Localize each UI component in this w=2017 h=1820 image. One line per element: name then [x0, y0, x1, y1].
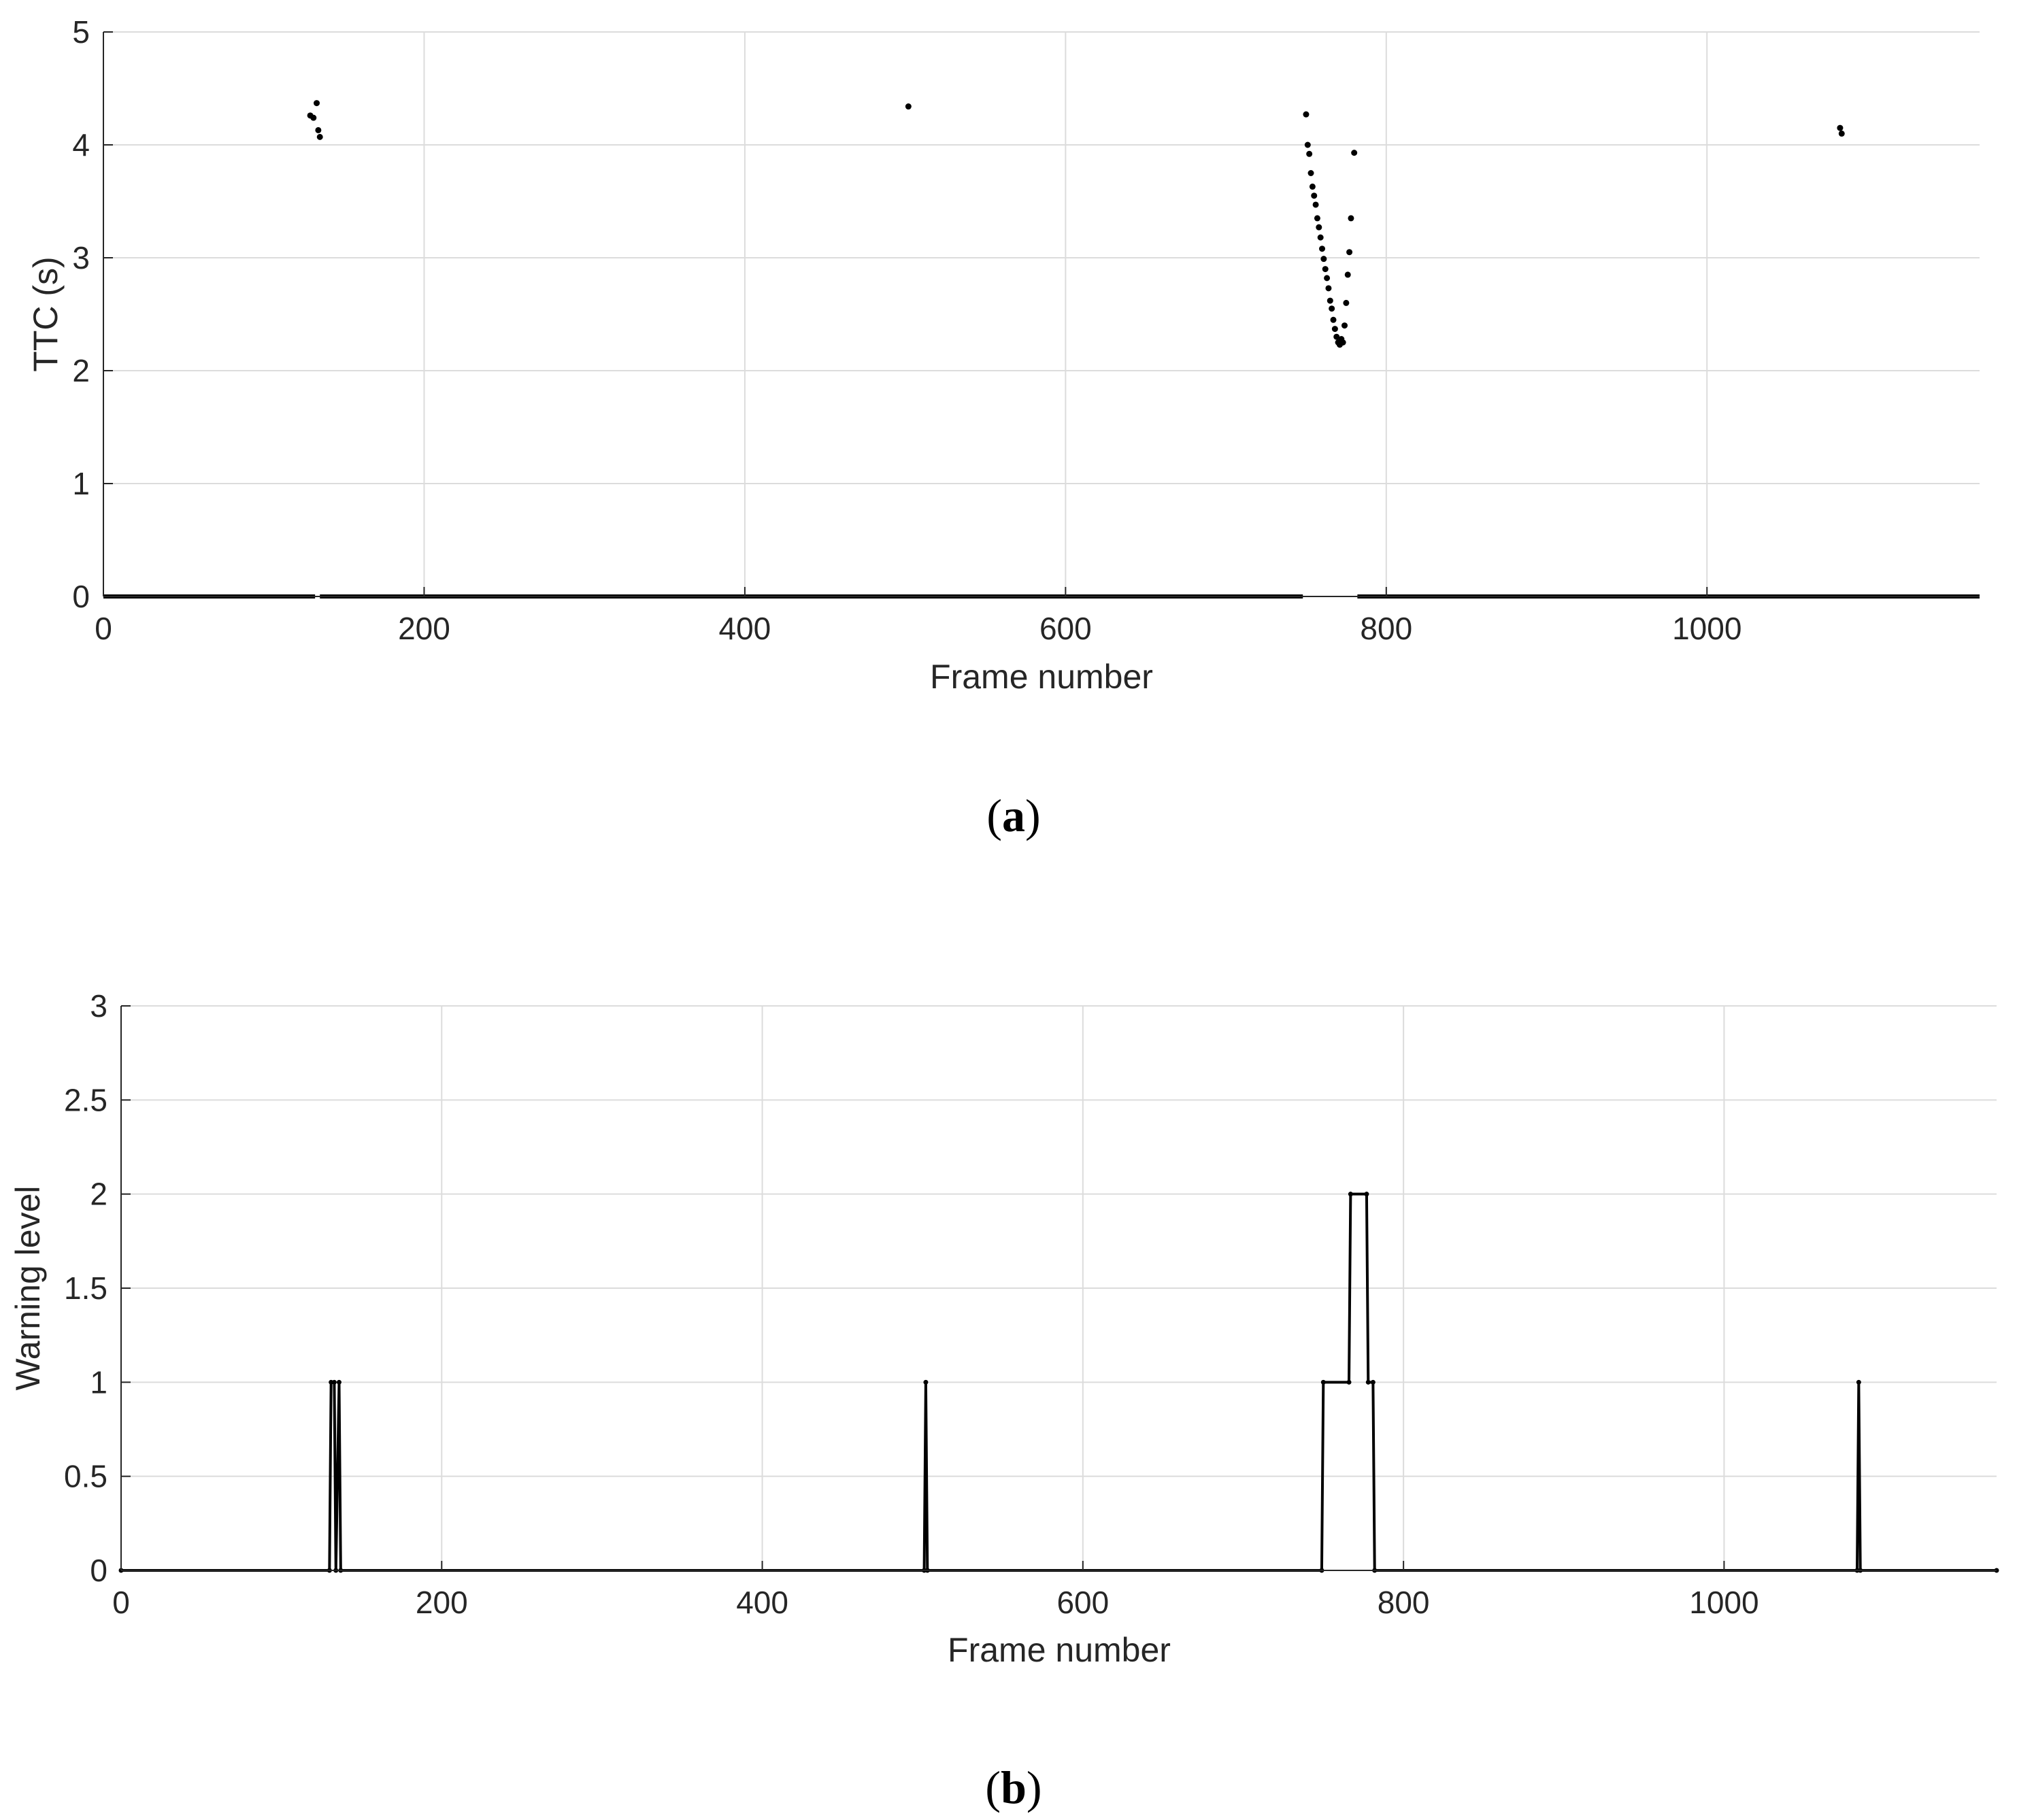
ttc-point	[1311, 192, 1318, 199]
ttc-point	[1303, 111, 1310, 118]
ttc-point	[1314, 215, 1320, 222]
warning-chart-x-tick-label: 0	[112, 1585, 130, 1620]
warning-chart-y-tick-label: 3	[90, 988, 107, 1024]
warning-chart: 0 200 400 600 800 1000 0 0.5 1 1.5 2 2.5 3 Frame num…	[9, 988, 1999, 1813]
ttc-chart-data	[103, 100, 1980, 599]
warning-level-point	[336, 1379, 341, 1385]
ttc-point	[1331, 326, 1338, 333]
warning-chart-y-axis-label: Warning level	[9, 1185, 47, 1390]
ttc-point	[1329, 305, 1335, 312]
ttc-chart-x-tick-label: 800	[1360, 611, 1412, 646]
ttc-chart-ticks: 0 200 400 600 800 1000 0 1 2 3 4 5	[72, 14, 1741, 646]
ttc-point	[1304, 141, 1311, 148]
warning-chart-y-tick-label: 2	[90, 1177, 107, 1212]
ttc-point	[1837, 124, 1844, 131]
warning-chart-x-tick-label: 600	[1056, 1585, 1109, 1620]
warning-chart-x-tick-label: 800	[1378, 1585, 1430, 1620]
ttc-chart-x-tick-label: 1000	[1672, 611, 1741, 646]
ttc-point	[1325, 285, 1332, 292]
ttc-point	[1346, 249, 1353, 256]
ttc-point	[1341, 322, 1348, 329]
warning-level-point	[1365, 1379, 1371, 1385]
ttc-chart-x-tick-label: 200	[398, 611, 450, 646]
ttc-point	[1348, 215, 1354, 222]
ttc-chart-x-tick-label: 400	[719, 611, 771, 646]
ttc-point	[314, 100, 320, 107]
warning-chart-grid	[121, 1005, 1997, 1570]
ttc-chart-y-tick-label: 2	[72, 353, 90, 388]
warning-chart-x-axis-label: Frame number	[948, 1631, 1171, 1669]
ttc-point	[1319, 246, 1326, 252]
warning-level-point	[1348, 1192, 1353, 1197]
ttc-point	[1838, 130, 1845, 137]
ttc-chart-y-tick-label: 4	[72, 127, 90, 163]
ttc-point	[905, 103, 912, 110]
warning-level-point	[331, 1379, 337, 1385]
ttc-point	[1309, 183, 1316, 190]
ttc-point	[1322, 266, 1329, 273]
ttc-chart-y-tick-label: 0	[72, 579, 90, 614]
ttc-point	[316, 133, 323, 140]
ttc-point	[1351, 150, 1358, 156]
warning-level-point	[1320, 1379, 1326, 1385]
panel-label-b: (b)	[985, 1762, 1041, 1813]
warning-level-point	[1346, 1379, 1352, 1385]
panel-label-b-letter: b	[1001, 1762, 1027, 1813]
ttc-point	[1306, 150, 1313, 157]
ttc-chart-y-tick-label: 3	[72, 240, 90, 275]
warning-chart-x-tick-label: 1000	[1689, 1585, 1758, 1620]
warning-level-point	[1370, 1379, 1376, 1385]
warning-chart-y-tick-label: 0	[90, 1553, 107, 1588]
ttc-point	[1327, 297, 1333, 304]
ttc-chart-x-tick-label: 0	[95, 611, 112, 646]
panel-label-a-letter: a	[1002, 790, 1025, 841]
warning-level-point	[1856, 1379, 1861, 1385]
warning-level-point	[1364, 1192, 1369, 1197]
ttc-chart-x-tick-label: 600	[1039, 611, 1092, 646]
ttc-point	[1312, 201, 1319, 208]
ttc-chart: 0 200 400 600 800 1000 0 1 2 3 4 5 Frame number TTC…	[27, 14, 1980, 841]
panel-label-a: (a)	[986, 790, 1040, 841]
ttc-point	[1344, 271, 1351, 278]
ttc-point	[1330, 316, 1337, 323]
ttc-chart-y-tick-label: 1	[72, 466, 90, 501]
ttc-point	[315, 127, 322, 133]
ttc-chart-y-axis-label: TTC (s)	[27, 256, 65, 371]
warning-chart-y-tick-label: 0.5	[64, 1459, 107, 1494]
warning-chart-ticks: 0 200 400 600 800 1000 0 0.5 1 1.5 2 2.5 3	[64, 988, 1759, 1620]
ttc-chart-x-axis-label: Frame number	[930, 658, 1153, 696]
warning-chart-y-tick-label: 1	[90, 1364, 107, 1400]
ttc-chart-y-tick-label: 5	[72, 14, 90, 50]
warning-chart-y-tick-label: 1.5	[64, 1270, 107, 1306]
ttc-point	[1317, 234, 1324, 241]
ttc-point	[1320, 256, 1327, 263]
warning-chart-x-tick-label: 400	[736, 1585, 788, 1620]
ttc-point	[1316, 224, 1322, 231]
ttc-point	[310, 114, 317, 121]
ttc-chart-grid	[103, 31, 1980, 596]
ttc-point	[1339, 339, 1346, 346]
ttc-chart-plot-area	[103, 32, 1980, 596]
warning-chart-y-tick-label: 2.5	[64, 1082, 107, 1117]
ttc-point	[1324, 275, 1331, 282]
warning-chart-x-tick-label: 200	[416, 1585, 468, 1620]
ttc-point	[1343, 299, 1350, 306]
ttc-point	[1333, 333, 1340, 340]
warning-level-point	[923, 1379, 929, 1385]
ttc-point	[1307, 170, 1314, 176]
